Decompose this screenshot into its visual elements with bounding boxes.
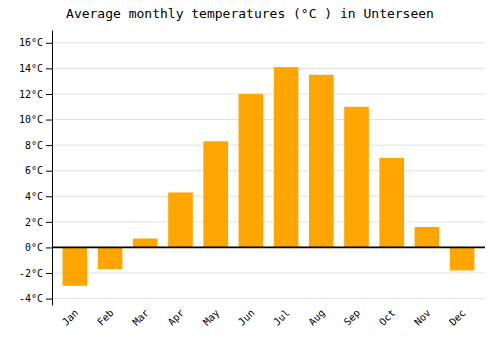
bar <box>274 67 299 247</box>
y-tick-mark <box>46 171 52 172</box>
y-tick-label: 12°C <box>19 89 43 100</box>
x-tick: May <box>201 307 222 328</box>
x-axis: Jan Feb Mar Apr May Jun Jul Aug Sep Oct Nov Dec <box>60 307 468 328</box>
bar <box>63 247 88 285</box>
bar <box>344 107 369 248</box>
y-tick-label: 16°C <box>19 37 43 48</box>
y-tick-label: 8°C <box>25 140 43 151</box>
grid-line <box>52 145 485 146</box>
grid-line <box>52 93 485 94</box>
chart: Average monthly temperatures (°C ) in Un… <box>0 0 500 350</box>
x-tick: Oct <box>377 307 398 328</box>
grid-line <box>52 247 485 248</box>
y-tick-label: 14°C <box>19 63 43 74</box>
y-tick: 2°C <box>25 217 52 228</box>
y-tick-label: -4°C <box>19 293 43 304</box>
y-tick-mark <box>46 145 52 146</box>
y-tick: 8°C <box>25 140 52 151</box>
zero-line <box>52 247 485 249</box>
bar <box>203 141 228 247</box>
y-tick-mark <box>46 196 52 197</box>
x-tick: Feb <box>95 307 116 328</box>
y-tick-label: 4°C <box>25 191 43 202</box>
y-tick-mark <box>46 299 52 300</box>
bar <box>415 227 440 247</box>
bar <box>133 238 158 247</box>
y-tick-mark <box>46 94 52 95</box>
x-tick: Sep <box>342 307 363 328</box>
y-tick: 12°C <box>19 89 52 100</box>
title: Average monthly temperatures (°C ) in Un… <box>66 6 434 21</box>
y-tick-mark <box>46 43 52 44</box>
grid-line <box>52 221 485 222</box>
plot: -4°C -2°C 0°C 2°C 4°C 6°C 8°C 10°C 12°C 14°C 16°C J… <box>19 31 485 328</box>
grid-line <box>52 119 485 120</box>
x-tick: Dec <box>447 307 468 328</box>
y-tick-label: 0°C <box>25 242 43 253</box>
x-tick-label: Jul <box>271 307 292 328</box>
y-tick-mark <box>46 222 52 223</box>
grid-line <box>52 170 485 171</box>
x-tick-label: Oct <box>377 307 398 328</box>
x-tick: Apr <box>166 307 187 328</box>
grid-line <box>52 42 485 43</box>
x-tick: Jun <box>236 307 257 328</box>
grid-line <box>52 196 485 197</box>
x-tick-label: Dec <box>447 307 468 328</box>
grid-line <box>52 68 485 69</box>
y-tick-label: -2°C <box>19 268 43 279</box>
bar <box>379 158 404 248</box>
y-tick-label: 10°C <box>19 114 43 125</box>
y-tick: 0°C <box>25 242 52 253</box>
y-tick-label: 6°C <box>25 165 43 176</box>
y-tick-mark <box>46 120 52 121</box>
y-tick: 10°C <box>19 114 52 125</box>
x-tick-label: Jun <box>236 307 257 328</box>
x-tick-label: Nov <box>412 307 433 328</box>
x-tick-label: Mar <box>130 307 151 328</box>
y-tick: 14°C <box>19 63 52 74</box>
x-tick: Jul <box>271 307 292 328</box>
y-tick: 6°C <box>25 165 52 176</box>
bar <box>168 192 193 247</box>
y-tick: -2°C <box>19 268 52 279</box>
x-tick: Aug <box>306 307 327 328</box>
y-tick-mark <box>46 247 52 248</box>
x-tick-label: Feb <box>95 307 116 328</box>
y-tick: 4°C <box>25 191 52 202</box>
y-axis-line <box>52 31 53 306</box>
y-tick-mark <box>46 273 52 274</box>
bar <box>239 94 264 247</box>
x-tick-label: May <box>201 307 222 328</box>
grid-line <box>52 273 485 274</box>
y-axis: -4°C -2°C 0°C 2°C 4°C 6°C 8°C 10°C 12°C 14°C 16°C <box>19 31 53 306</box>
y-tick: -4°C <box>19 293 52 304</box>
x-tick-label: Sep <box>342 307 363 328</box>
y-tick: 16°C <box>19 37 52 48</box>
x-tick-label: Apr <box>166 307 187 328</box>
x-tick: Nov <box>412 307 433 328</box>
bar <box>450 247 475 270</box>
x-tick: Jan <box>60 307 81 328</box>
grid-line <box>52 298 485 299</box>
bar <box>98 247 123 269</box>
x-tick: Mar <box>130 307 151 328</box>
x-tick-label: Aug <box>306 307 327 328</box>
y-tick-mark <box>46 68 52 69</box>
bars <box>63 67 475 286</box>
y-tick-label: 2°C <box>25 217 43 228</box>
x-tick-label: Jan <box>60 307 81 328</box>
grid <box>52 43 485 299</box>
bar <box>309 75 334 248</box>
